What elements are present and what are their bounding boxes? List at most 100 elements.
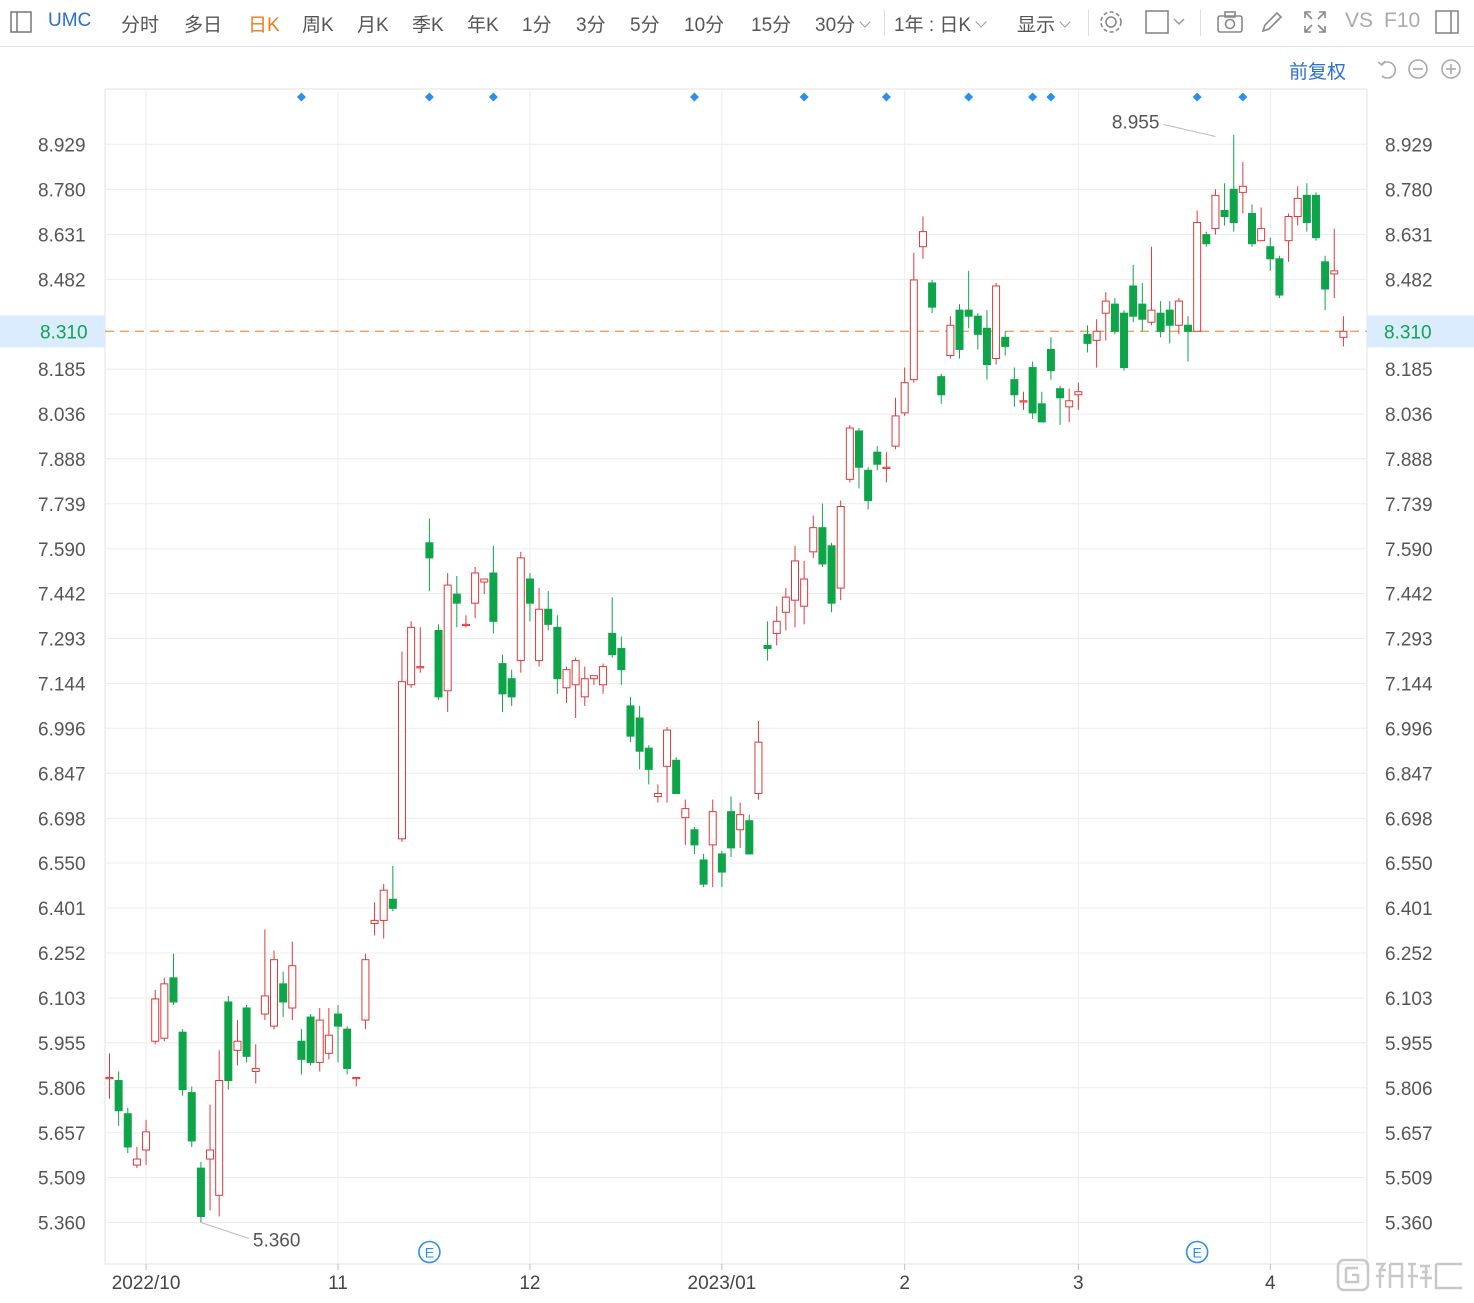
candle-down <box>928 279 937 314</box>
candle-up <box>1101 292 1110 341</box>
candle-body <box>946 324 955 356</box>
adjust-mode-button[interactable]: 前复权 <box>1289 62 1347 83</box>
pencil-icon[interactable] <box>1259 9 1285 35</box>
x-axis-tick-label: 2023/01 <box>688 1273 757 1294</box>
candle-body <box>1321 261 1330 290</box>
display-select-label: 显示 <box>1017 15 1056 36</box>
vs-compare-button[interactable]: VS <box>1345 9 1374 32</box>
event-marker-label: E <box>1192 1245 1201 1261</box>
candle-body <box>681 808 690 819</box>
tab-weekly-k[interactable]: 周K <box>302 15 334 36</box>
candle-up <box>105 1053 114 1099</box>
candle-body <box>1248 212 1256 245</box>
tab-multi-day[interactable]: 多日 <box>184 15 223 36</box>
candle-body <box>1074 391 1083 396</box>
candle-down <box>1046 337 1055 380</box>
symbol-label[interactable]: UMC <box>48 10 92 31</box>
y-axis-tick-label-left: 7.739 <box>38 495 86 516</box>
candle-down <box>827 542 836 613</box>
candle-down <box>489 545 498 634</box>
candle-body <box>260 995 269 1015</box>
candle-down <box>644 745 653 785</box>
candle-down <box>178 1029 187 1096</box>
zoom-out-icon[interactable] <box>1407 58 1429 80</box>
candle-body <box>882 466 891 469</box>
tab-15min[interactable]: 15分 <box>751 15 792 36</box>
min-marker-leader <box>200 1222 250 1239</box>
candle-body <box>809 527 818 553</box>
candle-body <box>352 1076 361 1080</box>
candle-down <box>617 636 626 685</box>
candle-body <box>791 560 799 601</box>
panel-toggle-icon[interactable] <box>8 9 34 35</box>
candle-body <box>370 919 379 924</box>
candle-down <box>763 621 772 661</box>
current-price-tag-left <box>0 315 105 348</box>
candle-body <box>1037 403 1046 423</box>
candle-body <box>279 983 288 1003</box>
camera-icon[interactable] <box>1216 9 1243 35</box>
y-axis-tick-label-right: 5.657 <box>1385 1124 1433 1145</box>
undo-icon[interactable] <box>1376 58 1398 80</box>
candle-down <box>114 1071 123 1126</box>
candle-body <box>1110 303 1119 332</box>
candle-body <box>196 1167 205 1217</box>
tab-daily-k[interactable]: 日K <box>248 15 280 36</box>
candle-down <box>1184 316 1193 362</box>
tab-5min[interactable]: 5分 <box>630 15 660 36</box>
candle-up <box>809 515 818 558</box>
candle-body <box>1065 400 1074 408</box>
candle-body <box>233 1040 242 1051</box>
candle-body <box>635 717 644 752</box>
candle-up <box>233 1020 242 1066</box>
square-shape-icon[interactable] <box>1144 9 1190 35</box>
tab-monthly-k[interactable]: 月K <box>357 15 389 36</box>
fullscreen-icon[interactable] <box>1302 9 1328 35</box>
candle-up <box>653 784 662 803</box>
candle-body <box>1019 400 1028 403</box>
y-axis-tick-label-left: 6.401 <box>38 899 86 920</box>
y-axis-tick-label-left: 5.360 <box>38 1214 86 1235</box>
settings-gear-icon[interactable] <box>1098 9 1124 35</box>
candle-body <box>498 663 507 695</box>
candle-body <box>297 1040 306 1060</box>
candle-body <box>1028 367 1037 414</box>
candle-up <box>352 1076 361 1087</box>
tab-1min[interactable]: 1分 <box>522 15 552 36</box>
candle-body <box>845 427 854 480</box>
y-axis-tick-label-left: 6.103 <box>38 989 86 1010</box>
candle-body <box>270 959 279 1027</box>
y-axis-tick-label-right: 6.698 <box>1385 809 1433 830</box>
f10-button[interactable]: F10 <box>1384 9 1421 32</box>
sidebar-icon[interactable] <box>1434 9 1460 35</box>
candle-down <box>1165 301 1174 344</box>
tab-quarterly-k[interactable]: 季K <box>412 15 444 36</box>
candle-body <box>690 829 699 846</box>
tab-yearly-k[interactable]: 年K <box>467 15 499 36</box>
display-select[interactable]: 显示 <box>1017 10 1071 37</box>
candle-up <box>1284 213 1293 262</box>
tab-3min[interactable]: 3分 <box>576 15 606 36</box>
tab-30min[interactable]: 30分 <box>815 10 871 37</box>
candle-down <box>1083 325 1092 353</box>
zoom-in-icon[interactable] <box>1440 58 1462 80</box>
y-axis-tick-label-left: 7.293 <box>38 630 86 651</box>
candle-body <box>663 729 672 767</box>
candle-down <box>297 1029 306 1075</box>
candle-down <box>1138 282 1147 332</box>
y-axis-tick-label-right: 7.590 <box>1385 540 1433 561</box>
tab-10min[interactable]: 10分 <box>684 15 725 36</box>
candlestick-chart[interactable]: 8.929 8.929 8.780 8.780 8.631 8.631 8.482 8.482… <box>0 47 1474 1303</box>
y-axis-tick-label-right: 5.955 <box>1385 1034 1433 1055</box>
candle-body <box>1220 209 1229 218</box>
candle-up <box>882 452 891 483</box>
candle-body <box>206 1149 215 1160</box>
candle-down <box>1275 255 1284 299</box>
candle-up <box>1092 319 1101 368</box>
candle-up <box>1074 382 1083 410</box>
tab-fenshi[interactable]: 分时 <box>121 15 160 36</box>
event-marker-label: E <box>425 1245 434 1261</box>
chart-toolbar: UMC 分时 多日 日K 周K 月K 季K 年K 1分 3分 5分 10分 15… <box>0 0 1474 47</box>
range-select[interactable]: 1年 : 日K <box>894 10 987 37</box>
candle-body <box>699 859 708 885</box>
